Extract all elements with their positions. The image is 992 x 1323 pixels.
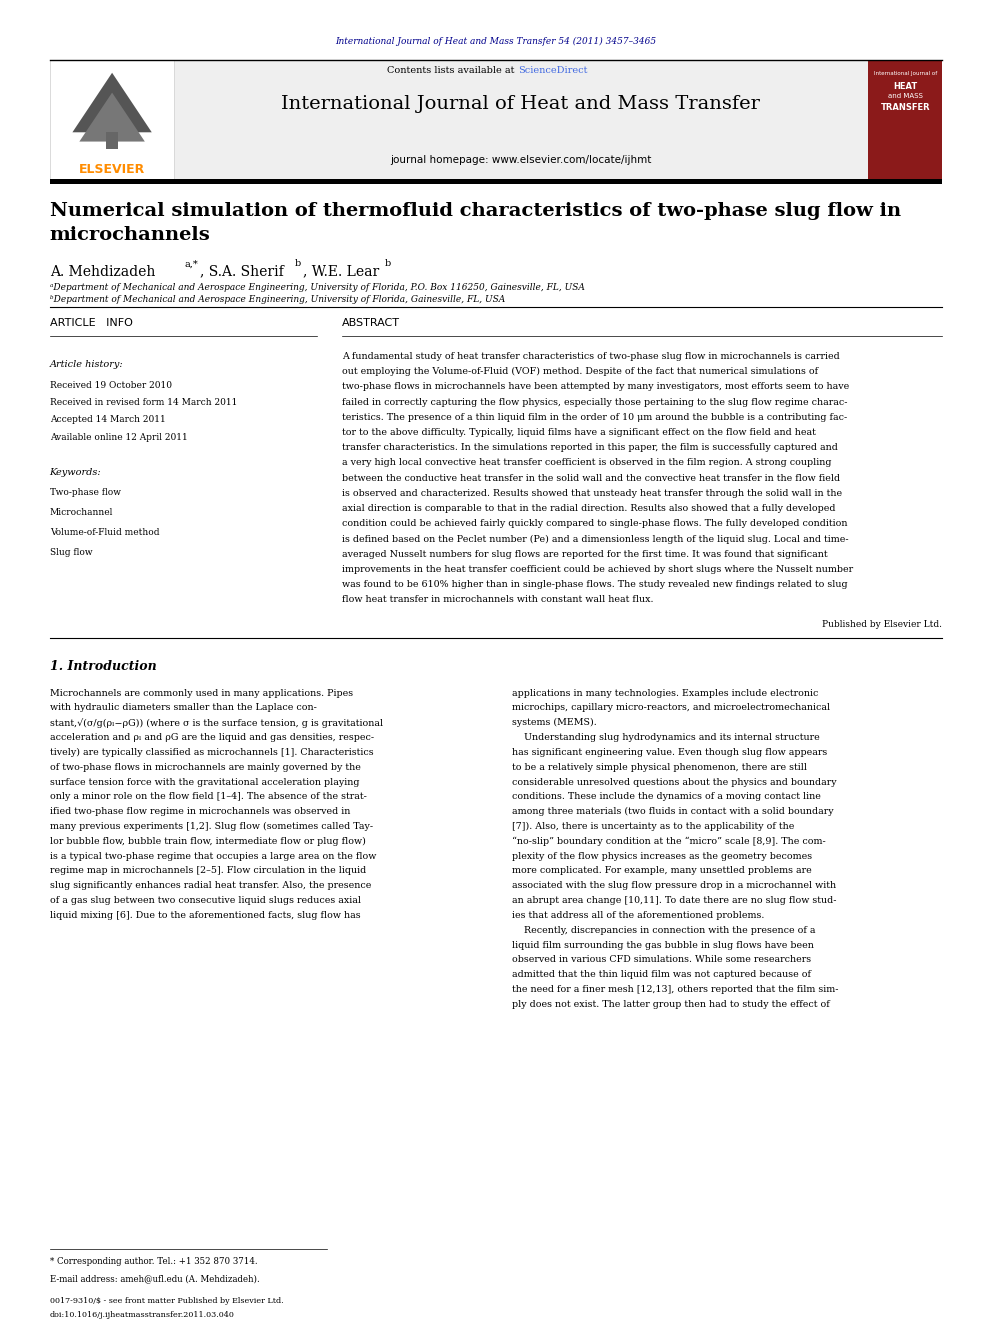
Bar <box>50 60 174 179</box>
Text: , S.A. Sherif: , S.A. Sherif <box>200 265 284 279</box>
Text: , W.E. Lear: , W.E. Lear <box>303 265 379 279</box>
Text: ARTICLE   INFO: ARTICLE INFO <box>50 318 133 328</box>
Text: International Journal of Heat and Mass Transfer 54 (2011) 3457–3465: International Journal of Heat and Mass T… <box>335 37 657 46</box>
Text: an abrupt area change [10,11]. To date there are no slug flow stud-: an abrupt area change [10,11]. To date t… <box>512 896 836 905</box>
Text: tively) are typically classified as microchannels [1]. Characteristics: tively) are typically classified as micr… <box>50 747 373 757</box>
Polygon shape <box>72 73 152 132</box>
Text: applications in many technologies. Examples include electronic: applications in many technologies. Examp… <box>512 689 818 697</box>
Text: Microchannel: Microchannel <box>50 508 113 517</box>
Text: is observed and characterized. Results showed that unsteady heat transfer throug: is observed and characterized. Results s… <box>342 490 842 497</box>
Text: International Journal of Heat and Mass Transfer: International Journal of Heat and Mass T… <box>282 95 760 114</box>
Text: Received 19 October 2010: Received 19 October 2010 <box>50 381 172 390</box>
Text: 1. Introduction: 1. Introduction <box>50 660 157 672</box>
Bar <box>174 60 868 179</box>
Text: ply does not exist. The latter group then had to study the effect of: ply does not exist. The latter group the… <box>512 1000 829 1009</box>
Text: stant,√(σ/g(ρₗ−ρG)) (where σ is the surface tension, g is gravitational: stant,√(σ/g(ρₗ−ρG)) (where σ is the surf… <box>50 718 383 728</box>
Text: ies that address all of the aforementioned problems.: ies that address all of the aforemention… <box>512 912 764 919</box>
Bar <box>106 132 118 149</box>
Text: failed in correctly capturing the flow physics, especially those pertaining to t: failed in correctly capturing the flow p… <box>342 397 848 406</box>
Text: Slug flow: Slug flow <box>50 548 92 557</box>
Text: has significant engineering value. Even though slug flow appears: has significant engineering value. Even … <box>512 747 827 757</box>
Text: journal homepage: www.elsevier.com/locate/ijhmt: journal homepage: www.elsevier.com/locat… <box>390 155 652 165</box>
Text: improvements in the heat transfer coefficient could be achieved by short slugs w: improvements in the heat transfer coeffi… <box>342 565 853 574</box>
Text: ᵃDepartment of Mechanical and Aerospace Engineering, University of Florida, P.O.: ᵃDepartment of Mechanical and Aerospace … <box>50 283 584 292</box>
Text: Two-phase flow: Two-phase flow <box>50 488 121 497</box>
Polygon shape <box>79 93 145 142</box>
Text: acceleration and ρₗ and ρG are the liquid and gas densities, respec-: acceleration and ρₗ and ρG are the liqui… <box>50 733 374 742</box>
Text: two-phase flows in microchannels have been attempted by many investigators, most: two-phase flows in microchannels have be… <box>342 382 849 392</box>
Text: b: b <box>295 259 301 269</box>
Text: Numerical simulation of thermofluid characteristics of two-phase slug flow in
mi: Numerical simulation of thermofluid char… <box>50 202 901 243</box>
Text: only a minor role on the flow field [1–4]. The absence of the strat-: only a minor role on the flow field [1–4… <box>50 792 366 802</box>
Text: 0017-9310/$ - see front matter Published by Elsevier Ltd.: 0017-9310/$ - see front matter Published… <box>50 1297 284 1304</box>
Text: averaged Nusselt numbers for slug flows are reported for the first time. It was : averaged Nusselt numbers for slug flows … <box>342 550 828 558</box>
Text: ABSTRACT: ABSTRACT <box>342 318 400 328</box>
Text: associated with the slug flow pressure drop in a microchannel with: associated with the slug flow pressure d… <box>512 881 836 890</box>
Text: ᵇDepartment of Mechanical and Aerospace Engineering, University of Florida, Gain: ᵇDepartment of Mechanical and Aerospace … <box>50 295 505 304</box>
Text: surface tension force with the gravitational acceleration playing: surface tension force with the gravitati… <box>50 778 359 787</box>
Text: ScienceDirect: ScienceDirect <box>518 66 587 75</box>
Text: HEAT: HEAT <box>894 82 918 91</box>
Text: transfer characteristics. In the simulations reported in this paper, the film is: transfer characteristics. In the simulat… <box>342 443 838 452</box>
Text: among three materials (two fluids in contact with a solid boundary: among three materials (two fluids in con… <box>512 807 833 816</box>
Text: of two-phase flows in microchannels are mainly governed by the: of two-phase flows in microchannels are … <box>50 762 360 771</box>
Text: liquid film surrounding the gas bubble in slug flows have been: liquid film surrounding the gas bubble i… <box>512 941 813 950</box>
Text: plexity of the flow physics increases as the geometry becomes: plexity of the flow physics increases as… <box>512 852 812 861</box>
Text: the need for a finer mesh [12,13], others reported that the film sim-: the need for a finer mesh [12,13], other… <box>512 984 838 994</box>
Text: International Journal of: International Journal of <box>874 71 937 77</box>
Text: out employing the Volume-of-Fluid (VOF) method. Despite of the fact that numeric: out employing the Volume-of-Fluid (VOF) … <box>342 366 818 376</box>
Text: more complicated. For example, many unsettled problems are: more complicated. For example, many unse… <box>512 867 811 876</box>
Text: A. Mehdizadeh: A. Mehdizadeh <box>50 265 155 279</box>
Text: Article history:: Article history: <box>50 360 123 369</box>
Text: to be a relatively simple physical phenomenon, there are still: to be a relatively simple physical pheno… <box>512 762 806 771</box>
Text: admitted that the thin liquid film was not captured because of: admitted that the thin liquid film was n… <box>512 970 810 979</box>
Text: Available online 12 April 2011: Available online 12 April 2011 <box>50 433 187 442</box>
Bar <box>868 60 942 179</box>
Text: conditions. These include the dynamics of a moving contact line: conditions. These include the dynamics o… <box>512 792 820 802</box>
Text: teristics. The presence of a thin liquid film in the order of 10 μm around the b: teristics. The presence of a thin liquid… <box>342 413 847 422</box>
Text: regime map in microchannels [2–5]. Flow circulation in the liquid: regime map in microchannels [2–5]. Flow … <box>50 867 366 876</box>
Text: systems (MEMS).: systems (MEMS). <box>512 718 596 728</box>
Text: E-mail address: ameh@ufl.edu (A. Mehdizadeh).: E-mail address: ameh@ufl.edu (A. Mehdiza… <box>50 1274 259 1283</box>
Text: flow heat transfer in microchannels with constant wall heat flux.: flow heat transfer in microchannels with… <box>342 595 654 605</box>
Text: Microchannels are commonly used in many applications. Pipes: Microchannels are commonly used in many … <box>50 689 353 697</box>
Text: Volume-of-Fluid method: Volume-of-Fluid method <box>50 528 159 537</box>
Text: * Corresponding author. Tel.: +1 352 870 3714.: * Corresponding author. Tel.: +1 352 870… <box>50 1257 257 1266</box>
Text: slug significantly enhances radial heat transfer. Also, the presence: slug significantly enhances radial heat … <box>50 881 371 890</box>
Text: Published by Elsevier Ltd.: Published by Elsevier Ltd. <box>822 619 942 628</box>
Text: many previous experiments [1,2]. Slug flow (sometimes called Tay-: many previous experiments [1,2]. Slug fl… <box>50 822 373 831</box>
Text: Recently, discrepancies in connection with the presence of a: Recently, discrepancies in connection wi… <box>512 926 815 935</box>
Text: a very high local convective heat transfer coefficient is observed in the film r: a very high local convective heat transf… <box>342 459 831 467</box>
Text: Keywords:: Keywords: <box>50 468 101 478</box>
Text: “no-slip” boundary condition at the “micro” scale [8,9]. The com-: “no-slip” boundary condition at the “mic… <box>512 837 825 847</box>
Text: was found to be 610% higher than in single-phase flows. The study revealed new f: was found to be 610% higher than in sing… <box>342 579 848 589</box>
Text: a,*: a,* <box>185 259 198 269</box>
Bar <box>50 179 942 184</box>
Text: and MASS: and MASS <box>888 93 924 99</box>
Text: doi:10.1016/j.ijheatmasstransfer.2011.03.040: doi:10.1016/j.ijheatmasstransfer.2011.03… <box>50 1311 234 1319</box>
Text: TRANSFER: TRANSFER <box>881 103 930 112</box>
Text: microchips, capillary micro-reactors, and microelectromechanical: microchips, capillary micro-reactors, an… <box>512 704 830 713</box>
Text: ELSEVIER: ELSEVIER <box>79 163 145 176</box>
Text: tor to the above difficulty. Typically, liquid films have a significant effect o: tor to the above difficulty. Typically, … <box>342 429 816 437</box>
Text: A fundamental study of heat transfer characteristics of two-phase slug flow in m: A fundamental study of heat transfer cha… <box>342 352 840 361</box>
Text: liquid mixing [6]. Due to the aforementioned facts, slug flow has: liquid mixing [6]. Due to the aforementi… <box>50 912 360 919</box>
Text: Understanding slug hydrodynamics and its internal structure: Understanding slug hydrodynamics and its… <box>512 733 819 742</box>
Text: Received in revised form 14 March 2011: Received in revised form 14 March 2011 <box>50 398 237 407</box>
Text: Accepted 14 March 2011: Accepted 14 March 2011 <box>50 415 166 425</box>
Text: of a gas slug between two consecutive liquid slugs reduces axial: of a gas slug between two consecutive li… <box>50 896 361 905</box>
Text: is defined based on the Peclet number (Pe) and a dimensionless length of the liq: is defined based on the Peclet number (P… <box>342 534 849 544</box>
Text: is a typical two-phase regime that occupies a large area on the flow: is a typical two-phase regime that occup… <box>50 852 376 861</box>
Text: considerable unresolved questions about the physics and boundary: considerable unresolved questions about … <box>512 778 836 787</box>
Text: observed in various CFD simulations. While some researchers: observed in various CFD simulations. Whi… <box>512 955 811 964</box>
Text: lor bubble flow, bubble train flow, intermediate flow or plug flow): lor bubble flow, bubble train flow, inte… <box>50 837 365 845</box>
Text: ified two-phase flow regime in microchannels was observed in: ified two-phase flow regime in microchan… <box>50 807 350 816</box>
Text: between the conductive heat transfer in the solid wall and the convective heat t: between the conductive heat transfer in … <box>342 474 840 483</box>
Text: axial direction is comparable to that in the radial direction. Results also show: axial direction is comparable to that in… <box>342 504 835 513</box>
Text: condition could be achieved fairly quickly compared to single-phase flows. The f: condition could be achieved fairly quick… <box>342 520 848 528</box>
Text: with hydraulic diameters smaller than the Laplace con-: with hydraulic diameters smaller than th… <box>50 704 316 713</box>
Text: Contents lists available at: Contents lists available at <box>387 66 518 75</box>
Text: b: b <box>385 259 391 269</box>
Text: [7]). Also, there is uncertainty as to the applicability of the: [7]). Also, there is uncertainty as to t… <box>512 822 795 831</box>
